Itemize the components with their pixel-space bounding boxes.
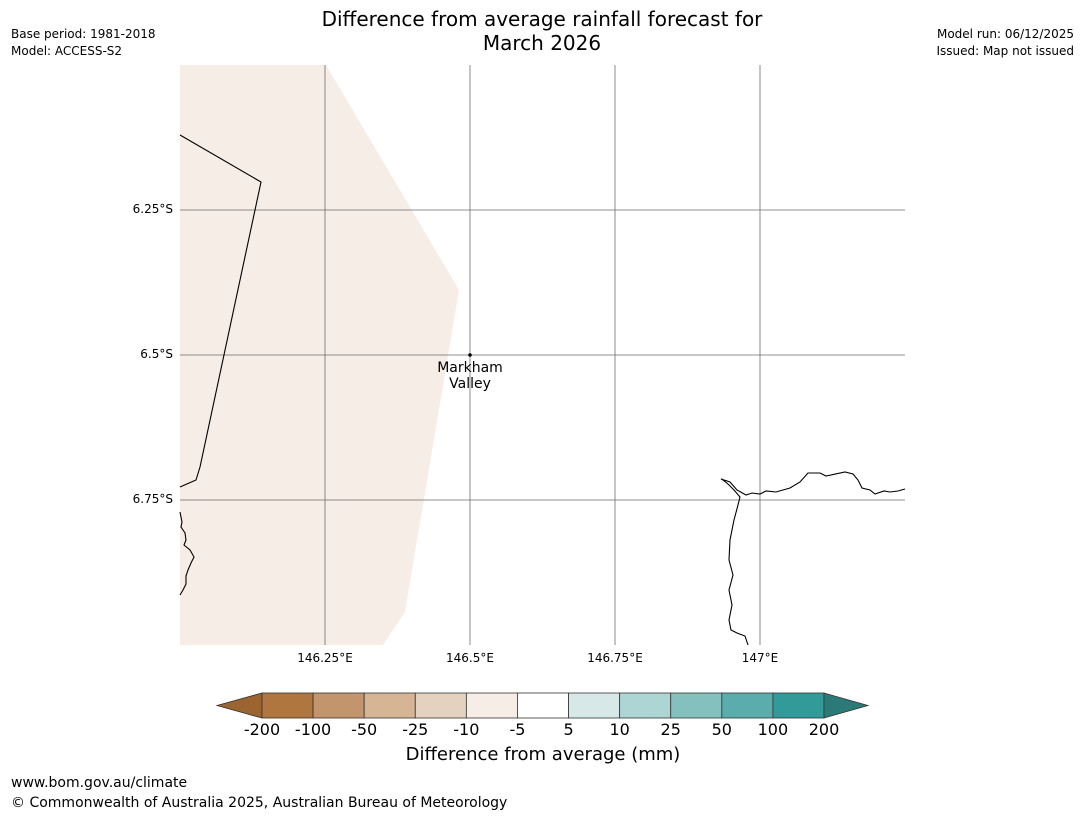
coastline-southeast: [720, 471, 906, 646]
colorbar-swatch: [568, 692, 621, 719]
place-name-line-2: Valley: [449, 376, 491, 392]
colorbar-label: Difference from average (mm): [405, 744, 681, 765]
colorbar-tick-label: -10: [453, 720, 480, 739]
colorbar-tick-label: 5: [563, 720, 574, 739]
model-text: Model: ACCESS-S2: [11, 44, 123, 58]
issued-text: Issued: Map not issued: [936, 44, 1074, 58]
map-title: Difference from average rainfall forecas…: [242, 7, 842, 55]
colorbar-swatch: [772, 692, 825, 719]
colorbar-tick-label: 100: [757, 720, 789, 739]
colorbar-swatch: [363, 692, 416, 719]
colorbar-swatch: [465, 692, 518, 719]
colorbar-swatch: [619, 692, 672, 719]
colorbar-swatch: [261, 692, 314, 719]
lat-label-6-75: 6.75°S: [132, 492, 173, 506]
coastlines: [179, 134, 906, 646]
run-info: Model run: 06/12/2025 Issued: Map not is…: [936, 26, 1074, 60]
colorbar-swatch: [517, 692, 569, 719]
coastline-west: [179, 134, 262, 488]
colorbar-tick-label: 200: [808, 720, 840, 739]
model-info: Base period: 1981-2018 Model: ACCESS-S2: [11, 26, 156, 60]
map-area: [179, 65, 906, 646]
colorbar-swatch: [670, 692, 723, 719]
colorbar-tick-label: 25: [660, 720, 681, 739]
colorbar-tick-label: 50: [711, 720, 732, 739]
markham-valley-marker: [468, 353, 472, 357]
colorbar-tick-label: 10: [609, 720, 630, 739]
lat-label-6-25: 6.25°S: [132, 202, 173, 216]
colorbar-tick-label: -50: [351, 720, 378, 739]
lon-label-147: 147°E: [741, 651, 779, 665]
lon-label-146-75: 146.75°E: [587, 651, 643, 665]
model-run-text: Model run: 06/12/2025: [936, 27, 1074, 41]
graticule: [180, 65, 905, 645]
colorbar-tick-label: -5: [509, 720, 526, 739]
title-line-2: March 2026: [482, 31, 602, 55]
colorbar-extend-high: [823, 692, 870, 719]
footer-url: www.bom.gov.au/climate: [11, 775, 188, 791]
footer-copyright: © Commonwealth of Australia 2025, Austra…: [11, 795, 508, 811]
colorbar-swatch: [414, 692, 467, 719]
lon-label-146-5: 146.5°E: [446, 651, 494, 665]
lat-label-6-5: 6.5°S: [140, 347, 173, 361]
lon-label-146-25: 146.25°E: [297, 651, 353, 665]
base-period-text: Base period: 1981-2018: [11, 27, 156, 41]
colorbar-swatch: [721, 692, 774, 719]
title-line-1: Difference from average rainfall forecas…: [321, 7, 763, 31]
place-name-line-1: Markham: [437, 360, 503, 376]
place-label-markham-valley: Markham Valley: [420, 360, 520, 392]
colorbar-tick-label: -200: [243, 720, 281, 739]
coastline-southwest: [179, 511, 195, 596]
colorbar-tick-label: -25: [402, 720, 429, 739]
colorbar-swatch: [312, 692, 365, 719]
colorbar-swatches: [215, 692, 870, 719]
colorbar-tick-label: -100: [294, 720, 332, 739]
colorbar-extend-low: [215, 692, 263, 719]
